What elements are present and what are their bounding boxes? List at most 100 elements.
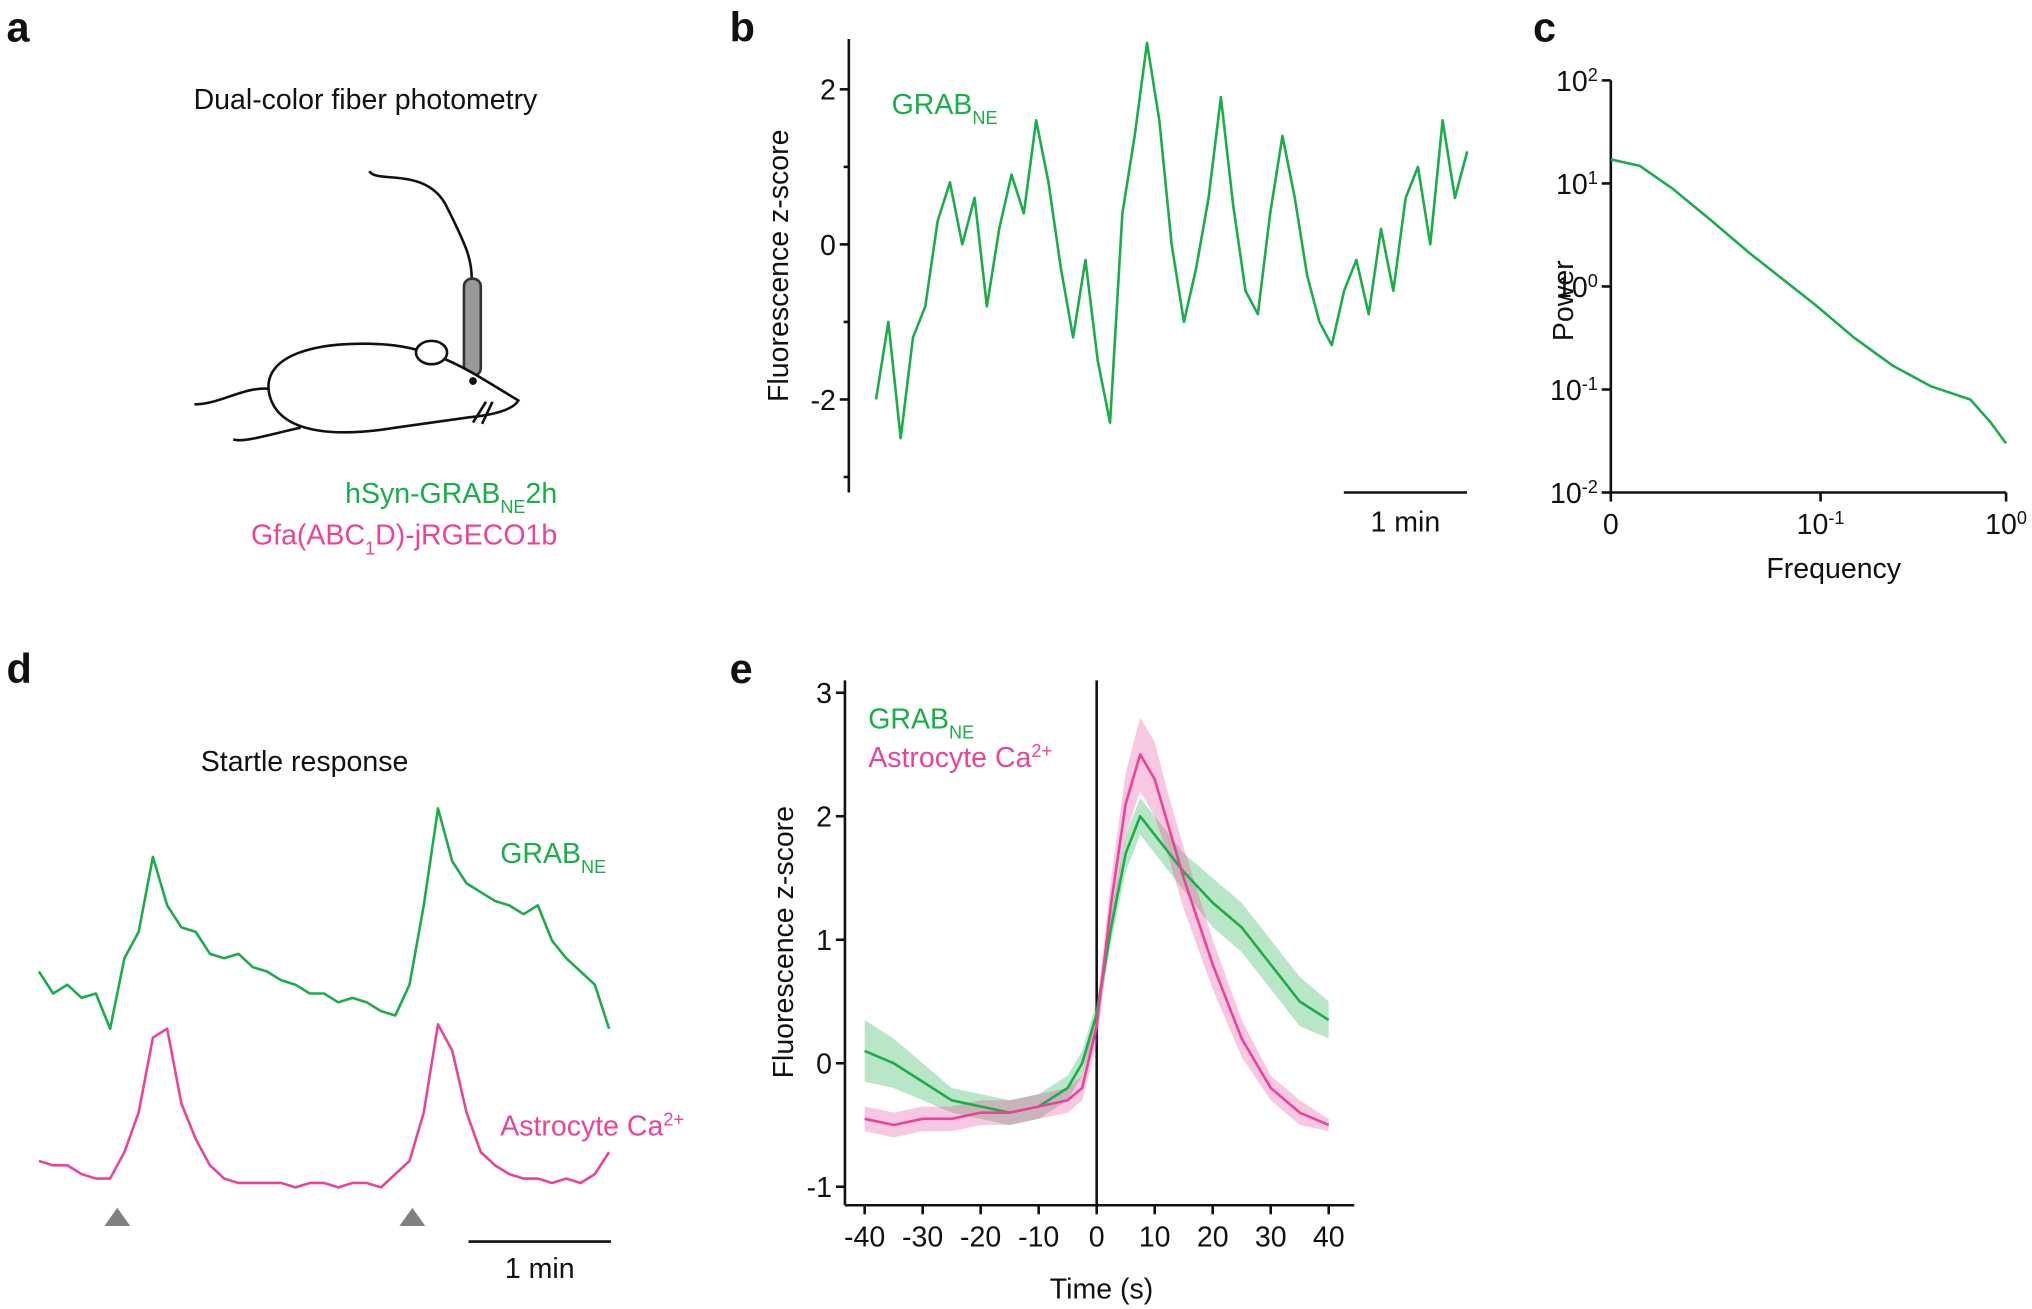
- tick-label-text: 0: [1089, 1222, 1105, 1254]
- tick-label-exponent: -1: [1582, 374, 1598, 394]
- tick-label: 100: [1556, 271, 1598, 304]
- text-part: 2h: [526, 478, 558, 510]
- tick-label: -2: [811, 385, 836, 417]
- text-part: GRAB: [500, 838, 581, 870]
- tick-label-text: 10: [1550, 478, 1582, 510]
- tick-label: 40: [1313, 1222, 1345, 1254]
- series-line: [1610, 158, 2008, 445]
- tick-label: 20: [1197, 1222, 1229, 1254]
- tick-label: 0: [1603, 509, 1619, 541]
- error-band: [864, 797, 1329, 1125]
- stimulus-marker: [104, 1207, 131, 1226]
- tick-label-exponent: 2: [1588, 65, 1598, 85]
- scale-bar-label: 1 min: [1371, 506, 1441, 538]
- tick-label-text: 20: [1197, 1222, 1229, 1254]
- series-label: Astrocyte Ca2+: [868, 741, 1052, 774]
- series-label: Astrocyte Ca2+: [500, 1109, 684, 1142]
- tick-label-text: 10: [1550, 375, 1582, 407]
- series-line: [864, 814, 1330, 1114]
- text-part: D)-jRGECO1b: [375, 519, 557, 551]
- error-band: [864, 717, 1329, 1138]
- x-axis-label: Time (s): [1050, 1274, 1153, 1306]
- tick-label: 0: [1089, 1222, 1105, 1254]
- construct-label: hSyn-GRABNE2h: [345, 478, 557, 517]
- text-part: 2+: [1031, 741, 1052, 761]
- series-line: [864, 753, 1330, 1127]
- tick-label-text: 10: [1985, 509, 2017, 541]
- stimulus-marker: [399, 1207, 426, 1226]
- mouse-body: [267, 342, 521, 434]
- tick-label: 10-1: [1550, 374, 1598, 407]
- tick-label: -20: [960, 1222, 1001, 1254]
- mouse-drawing: [194, 170, 521, 442]
- tick-label-text: 10: [1797, 509, 1829, 541]
- tick-label: 10-2: [1550, 477, 1598, 510]
- tick-label: 1: [816, 925, 832, 957]
- panel-letter: c: [1533, 4, 1556, 51]
- tick-label: 3: [816, 678, 832, 710]
- text-part: NE: [500, 497, 525, 517]
- tick-label: 100: [1985, 508, 2027, 541]
- text-part: 2+: [663, 1109, 684, 1129]
- text-part: hSyn-GRAB: [345, 478, 500, 510]
- tick-label: 0: [816, 1049, 832, 1081]
- series-line: [874, 41, 1469, 440]
- tick-label-text: 40: [1313, 1222, 1345, 1254]
- tick-label-text: -2: [811, 385, 836, 417]
- series-label: GRABNE: [500, 838, 606, 877]
- text-part: Astrocyte Ca: [500, 1110, 663, 1142]
- tick-label: 30: [1255, 1222, 1287, 1254]
- tick-label-text: -30: [902, 1222, 943, 1254]
- scale-bar-label: 1 min: [505, 1253, 575, 1285]
- y-axis-label: Power: [1548, 260, 1580, 341]
- tick-label-text: -10: [1018, 1222, 1059, 1254]
- fiber-cable: [368, 170, 474, 279]
- text-part: Gfa(ABC: [251, 519, 365, 551]
- tick-label: 0: [820, 230, 836, 262]
- y-axis-label: Fluorescence z-score: [763, 130, 795, 402]
- tick-label-text: 10: [1556, 169, 1588, 201]
- tick-label: 101: [1556, 168, 1598, 201]
- construct-label: Gfa(ABC1D)-jRGECO1b: [251, 519, 557, 558]
- tick-label-text: 3: [816, 678, 832, 710]
- tick-label: 2: [816, 802, 832, 834]
- text-part: GRAB: [868, 703, 949, 735]
- panel-letter: b: [730, 4, 755, 51]
- tick-label-text: -40: [844, 1222, 885, 1254]
- tick-label-text: 0: [820, 230, 836, 262]
- tick-label-text: 30: [1255, 1222, 1287, 1254]
- chart-title: Startle response: [201, 746, 409, 778]
- mouse-tail: [194, 387, 270, 406]
- series-label: GRABNE: [868, 703, 974, 742]
- series-label: GRABNE: [892, 89, 998, 128]
- text-part: 1: [365, 538, 375, 558]
- mouse-leg: [232, 426, 301, 442]
- mouse-eye: [469, 377, 477, 385]
- diagram-title: Dual-color fiber photometry: [194, 84, 538, 116]
- tick-label-exponent: 1: [1588, 168, 1598, 188]
- tick-label: -10: [1018, 1222, 1059, 1254]
- text-part: NE: [581, 857, 606, 877]
- tick-label: -1: [807, 1172, 832, 1204]
- tick-label-text: 10: [1556, 66, 1588, 98]
- tick-label: -40: [844, 1222, 885, 1254]
- panel-letter: d: [6, 645, 31, 692]
- series-line: [37, 807, 611, 1031]
- tick-label: -30: [902, 1222, 943, 1254]
- x-axis-label: Frequency: [1766, 553, 1901, 585]
- tick-label: 10-1: [1797, 508, 1845, 541]
- panel-letter: e: [730, 645, 753, 692]
- y-axis-label: Fluorescence z-score: [768, 806, 800, 1078]
- text-part: NE: [949, 722, 974, 742]
- tick-label: 2: [820, 75, 836, 107]
- text-part: Astrocyte Ca: [868, 742, 1031, 774]
- tick-label-text: -1: [807, 1172, 832, 1204]
- tick-label-text: 0: [816, 1049, 832, 1081]
- mouse-ear: [414, 339, 449, 366]
- tick-label-exponent: 0: [2017, 508, 2027, 528]
- tick-label-text: 10: [1139, 1222, 1171, 1254]
- tick-label-text: 0: [1603, 509, 1619, 541]
- tick-label-text: 1: [816, 925, 832, 957]
